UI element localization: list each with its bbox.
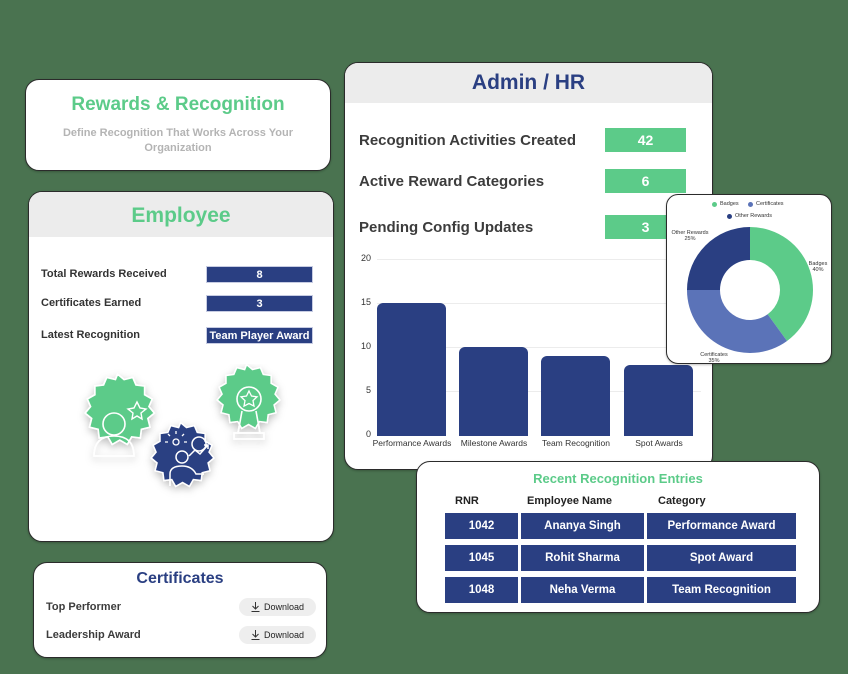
x-label: Milestone Awards	[460, 438, 528, 448]
download-icon	[251, 630, 260, 640]
legend-item-badges: Badges	[712, 201, 739, 207]
team-growth-icon	[150, 421, 215, 488]
table-row[interactable]: 1048 Neha Verma Team Recognition	[445, 577, 796, 603]
intro-card: Rewards & Recognition Define Recognition…	[25, 79, 331, 171]
gridline	[377, 347, 701, 348]
y-tick: 0	[365, 429, 371, 439]
x-label: Team Recognition	[541, 438, 611, 448]
x-label: Spot Awards	[635, 438, 683, 448]
cell-category: Team Recognition	[647, 577, 796, 603]
legend-dot	[727, 213, 732, 219]
cell-employee-name: Rohit Sharma	[521, 545, 644, 571]
bar-spot-awards	[624, 365, 693, 436]
recent-title: Recent Recognition Entries	[533, 471, 703, 486]
slice-badges	[750, 227, 814, 341]
admin-title: Admin / HR	[345, 63, 712, 103]
bar-performance-awards	[377, 303, 446, 436]
admin-metric: Pending Config Updates 3	[359, 215, 686, 239]
admin-metric: Active Reward Categories 6	[359, 169, 686, 193]
emp-row-certificates: Certificates Earned 3	[41, 294, 313, 312]
employee-title: Employee	[29, 192, 333, 237]
metric-label: Active Reward Categories	[359, 172, 545, 190]
slice-certificates	[687, 290, 788, 354]
legend-dot	[748, 201, 753, 207]
cell-rnr: 1048	[445, 577, 518, 603]
gridline	[377, 303, 701, 304]
download-label: Download	[263, 630, 305, 640]
table-row[interactable]: 1045 Rohit Sharma Spot Award	[445, 545, 796, 571]
slice-label-badges: Badges 40%	[808, 261, 828, 273]
cell-employee-name: Neha Verma	[521, 577, 644, 603]
person-star-icon	[84, 372, 156, 457]
legend-label: Badges	[720, 201, 739, 207]
cell-employee-name: Ananya Singh	[521, 513, 644, 539]
legend-label: Other Rewards	[735, 213, 772, 219]
donut-chart-card: Badges Certificates Other Rewards Other …	[666, 194, 832, 364]
certificates-card: Certificates Top Performer Download Lead…	[33, 562, 327, 658]
emp-value: Team Player Award	[206, 326, 313, 344]
emp-label: Certificates Earned	[41, 297, 142, 309]
emp-value: 3	[206, 294, 313, 312]
cell-category: Performance Award	[647, 513, 796, 539]
column-header-employee-name: Employee Name	[527, 495, 612, 507]
intro-subtitle: Define Recognition That Works Across You…	[62, 127, 294, 154]
column-header-rnr: RNR	[455, 495, 479, 507]
slice-label-certificates: Certificates 35%	[700, 352, 728, 364]
y-tick: 15	[360, 297, 371, 307]
metric-value: 42	[605, 128, 686, 152]
certificate-name: Leadership Award	[46, 629, 141, 641]
slice-other-rewards	[687, 227, 750, 290]
x-label: Performance Awards	[372, 438, 452, 448]
admin-hr-card: Admin / HR Recognition Activities Create…	[344, 62, 713, 470]
certificate-item: Leadership Award Download	[46, 625, 316, 645]
metric-label: Recognition Activities Created	[359, 131, 576, 149]
cell-rnr: 1042	[445, 513, 518, 539]
download-button[interactable]: Download	[239, 626, 316, 644]
legend-item-other-rewards: Other Rewards	[727, 213, 772, 219]
y-tick: 10	[360, 341, 371, 351]
certificates-title: Certificates	[136, 570, 224, 587]
bar-team-recognition	[541, 356, 610, 436]
cell-rnr: 1045	[445, 545, 518, 571]
column-header-category: Category	[658, 495, 706, 507]
download-icon	[251, 602, 260, 612]
certificate-name: Top Performer	[46, 601, 121, 613]
emp-label: Total Rewards Received	[41, 268, 167, 280]
download-button[interactable]: Download	[239, 598, 316, 616]
emp-label: Latest Recognition	[41, 329, 141, 341]
badges-illustration	[84, 364, 281, 488]
donut-chart	[687, 227, 814, 354]
legend-dot	[712, 201, 717, 207]
gridline	[377, 259, 701, 260]
employee-card: Employee Total Rewards Received 8 Certif…	[28, 191, 334, 542]
cell-category: Spot Award	[647, 545, 796, 571]
slice-label-other-rewards: Other Rewards 25%	[671, 230, 709, 242]
certificate-item: Top Performer Download	[46, 597, 316, 617]
y-tick: 5	[365, 385, 371, 395]
emp-row-total-rewards: Total Rewards Received 8	[41, 265, 313, 283]
gridline	[377, 391, 701, 392]
download-label: Download	[263, 602, 305, 612]
emp-row-latest: Latest Recognition Team Player Award	[41, 326, 313, 344]
bar-chart: 20 15 10 5 0 Performance Awards Mileston…	[355, 253, 705, 453]
bar-milestone-awards	[459, 347, 528, 436]
y-tick: 20	[360, 253, 371, 263]
legend-item-certificates: Certificates	[748, 201, 784, 207]
legend-label: Certificates	[756, 201, 784, 207]
admin-metric: Recognition Activities Created 42	[359, 128, 686, 152]
table-row[interactable]: 1042 Ananya Singh Performance Award	[445, 513, 796, 539]
metric-value: 6	[605, 169, 686, 193]
intro-title: Rewards & Recognition	[71, 94, 285, 115]
trophy-icon	[216, 364, 281, 440]
metric-label: Pending Config Updates	[359, 218, 534, 236]
recent-entries-card: Recent Recognition Entries RNR Employee …	[416, 461, 820, 613]
emp-value: 8	[206, 265, 313, 283]
